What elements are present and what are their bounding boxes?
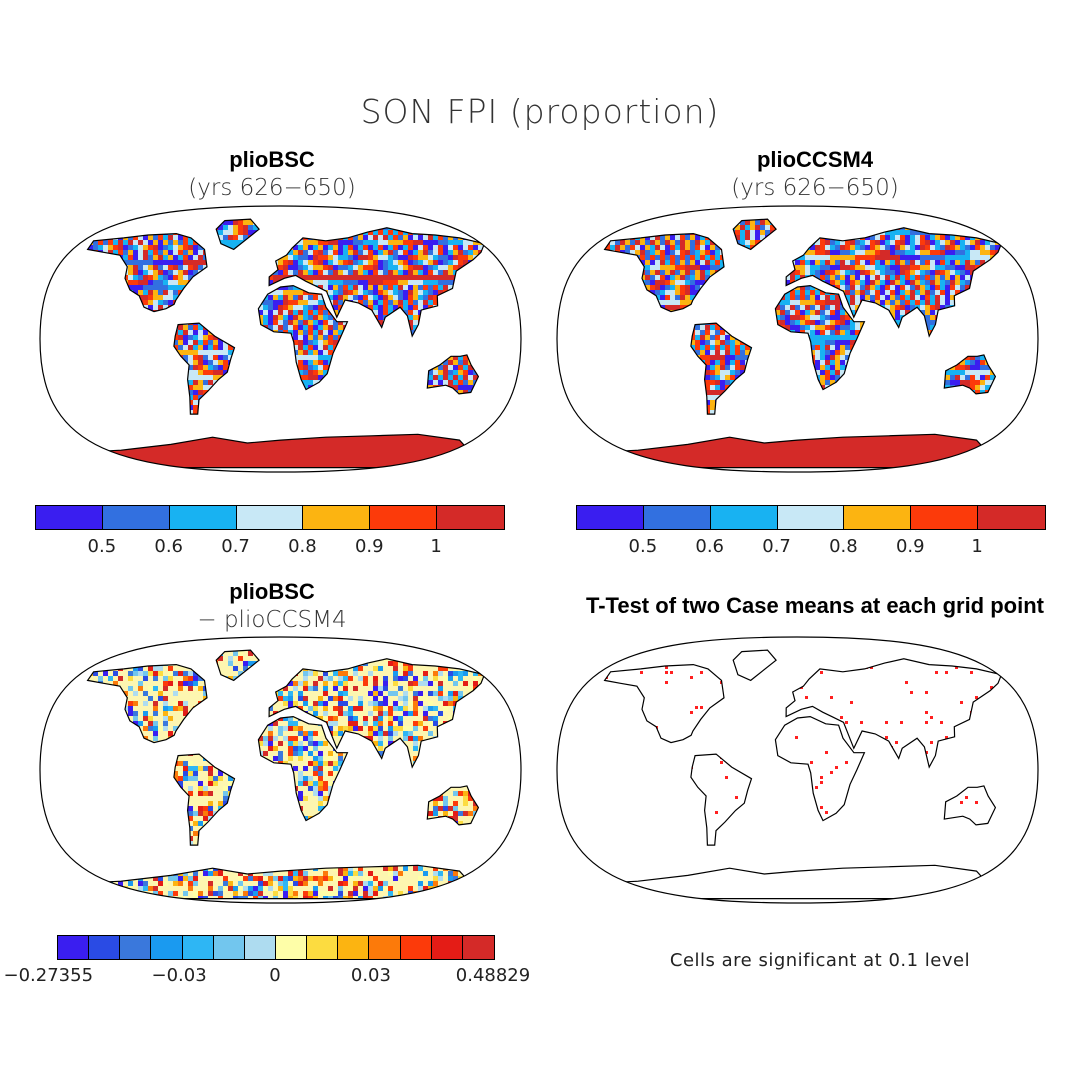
colorbar-swatch <box>978 506 1045 529</box>
panel-title-top-left: plioBSC (yrs 626−650) <box>12 146 532 202</box>
colorbar-swatch <box>245 936 276 959</box>
colorbar-swatch <box>237 506 304 529</box>
colorbar-swatch <box>276 936 307 959</box>
map-top-left <box>28 205 533 473</box>
colorbar-swatch <box>644 506 711 529</box>
map-bottom-left <box>28 636 533 904</box>
colorbar-swatch <box>711 506 778 529</box>
panel-top-left-years: (yrs 626−650) <box>12 174 532 202</box>
colorbar-tick-label: −0.03 <box>151 965 206 986</box>
figure-title: SON FPI (proportion) <box>0 92 1080 131</box>
panel-title-top-right: plioCCSM4 (yrs 626−650) <box>555 146 1075 202</box>
colorbar-swatch <box>437 506 504 529</box>
colorbar-tick-label: 0.6 <box>154 536 183 557</box>
colorbar-swatch <box>577 506 644 529</box>
colorbar-swatch <box>778 506 845 529</box>
colorbar-swatch <box>103 506 170 529</box>
colorbar-top-right-ticks: 0.5 0.6 0.7 0.8 0.9 1 <box>576 536 1044 560</box>
colorbar-tick-label: 0.7 <box>762 536 791 557</box>
colorbar-swatch <box>307 936 338 959</box>
colorbar-tick-label: 0.5 <box>629 536 658 557</box>
colorbar-bottom-left <box>57 935 495 960</box>
colorbar-swatch <box>36 506 103 529</box>
colorbar-swatch <box>369 936 400 959</box>
colorbar-top-right <box>576 505 1046 530</box>
panel-top-right-years: (yrs 626−650) <box>555 174 1075 202</box>
colorbar-swatch <box>401 936 432 959</box>
panel-top-right-name: plioCCSM4 <box>555 146 1075 174</box>
colorbar-tick-label: 0.9 <box>355 536 384 557</box>
map-top-right <box>545 205 1050 473</box>
colorbar-swatch <box>214 936 245 959</box>
colorbar-swatch <box>303 506 370 529</box>
colorbar-tick-label: −0.27355 <box>4 965 94 986</box>
colorbar-swatch <box>911 506 978 529</box>
colorbar-tick-label: 1 <box>430 536 441 557</box>
panel-bottom-right-name: T-Test of two Case means at each grid po… <box>555 592 1075 620</box>
colorbar-tick-label: 0 <box>269 965 280 986</box>
colorbar-swatch <box>120 936 151 959</box>
colorbar-tick-label: 0.9 <box>896 536 925 557</box>
colorbar-bottom-left-ticks: −0.27355 −0.03 0 0.03 0.48829 <box>57 965 493 989</box>
colorbar-swatch <box>338 936 369 959</box>
colorbar-swatch <box>370 506 437 529</box>
colorbar-swatch <box>844 506 911 529</box>
colorbar-swatch <box>432 936 463 959</box>
colorbar-tick-label: 0.5 <box>88 536 117 557</box>
colorbar-top-left <box>35 505 505 530</box>
colorbar-tick-label: 0.03 <box>351 965 391 986</box>
panel-title-bottom-right: T-Test of two Case means at each grid po… <box>555 592 1075 620</box>
colorbar-swatch <box>151 936 182 959</box>
significance-note: Cells are significant at 0.1 level <box>560 950 1080 971</box>
colorbar-tick-label: 1 <box>971 536 982 557</box>
colorbar-swatch <box>89 936 120 959</box>
colorbar-swatch <box>58 936 89 959</box>
colorbar-tick-label: 0.7 <box>221 536 250 557</box>
panel-top-left-name: plioBSC <box>12 146 532 174</box>
colorbar-tick-label: 0.8 <box>829 536 858 557</box>
map-bottom-right <box>545 636 1050 904</box>
panel-bottom-left-name: plioBSC <box>12 578 532 606</box>
colorbar-swatch <box>183 936 214 959</box>
panel-bottom-left-subtitle: − plioCCSM4 <box>12 606 532 634</box>
colorbar-swatch <box>463 936 494 959</box>
colorbar-tick-label: 0.6 <box>695 536 724 557</box>
colorbar-tick-label: 0.8 <box>288 536 317 557</box>
colorbar-tick-label: 0.48829 <box>456 965 530 986</box>
panel-title-bottom-left: plioBSC − plioCCSM4 <box>12 578 532 634</box>
colorbar-top-left-ticks: 0.5 0.6 0.7 0.8 0.9 1 <box>35 536 503 560</box>
colorbar-swatch <box>170 506 237 529</box>
